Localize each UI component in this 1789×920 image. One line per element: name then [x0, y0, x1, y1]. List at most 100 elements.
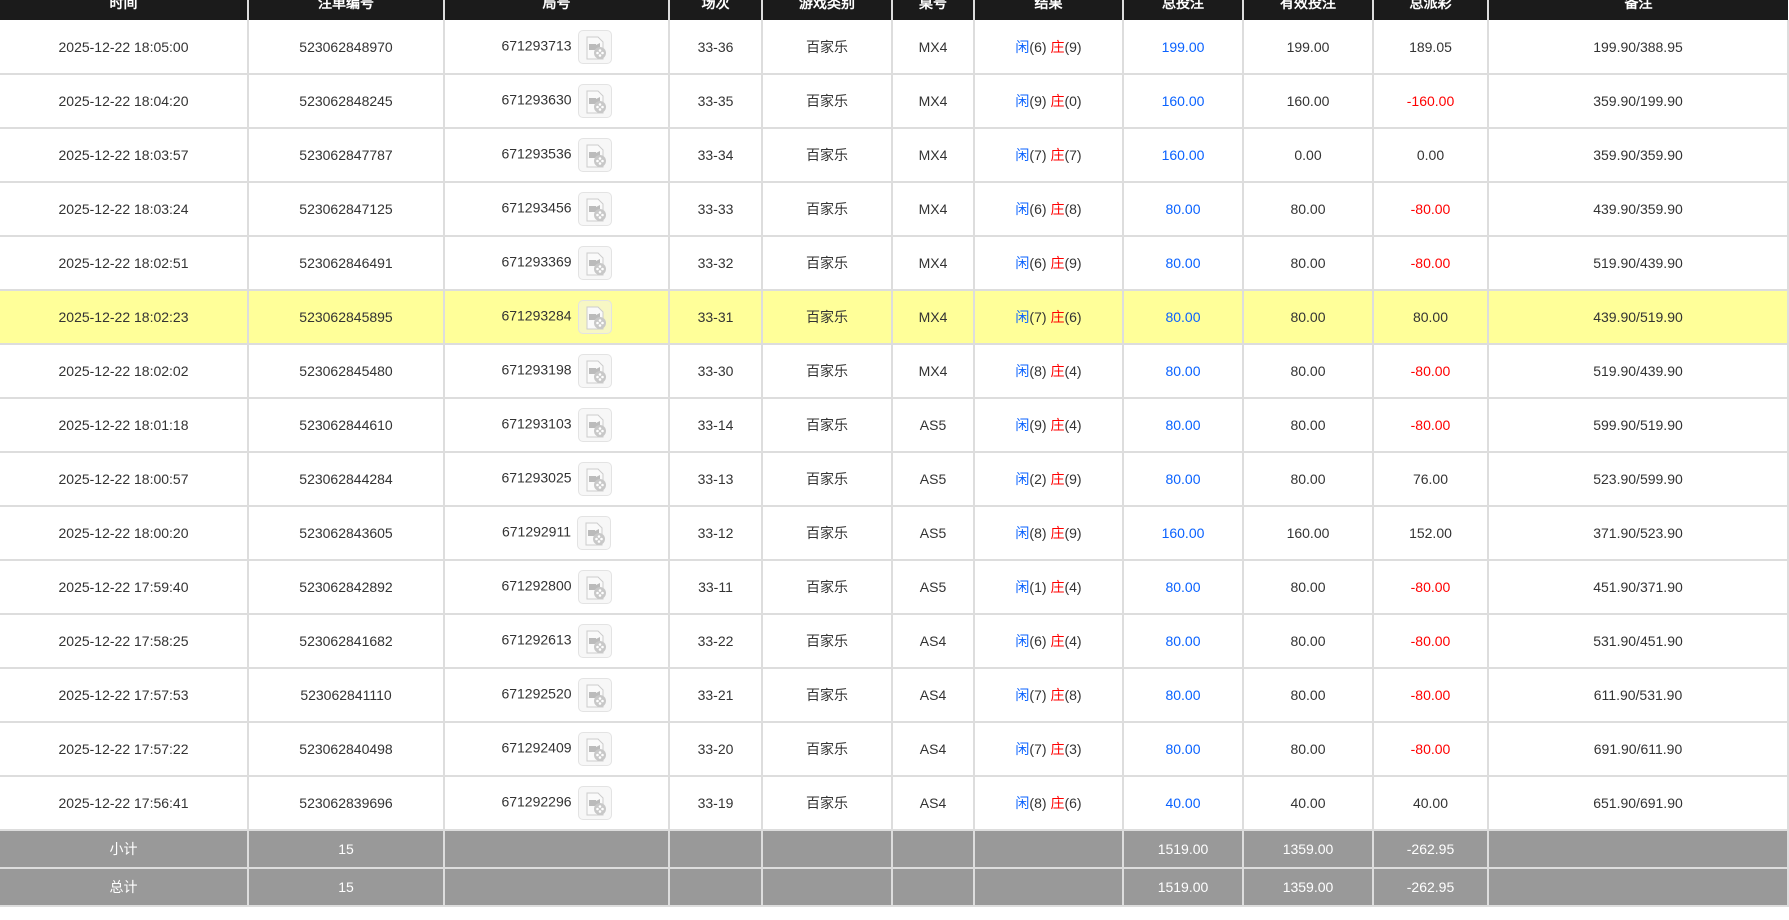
header-bet-id[interactable]: 注单编号	[247, 0, 444, 20]
video-replay-icon[interactable]	[577, 678, 612, 712]
header-payout[interactable]: 总派彩	[1372, 0, 1488, 20]
header-total-bet[interactable]: 总投注	[1122, 0, 1243, 20]
player-score: (8)	[1029, 795, 1047, 811]
banker-score: (9)	[1064, 38, 1082, 55]
shoe-cell: 33-13	[668, 452, 763, 507]
table-row[interactable]: 2025-12-22 17:58:25 523062841682 6712926…	[0, 614, 1789, 669]
shoe-cell: 33-33	[668, 182, 763, 237]
table-no-cell: MX4	[891, 74, 975, 129]
payout-cell: -80.00	[1372, 236, 1489, 291]
player-score: (6)	[1029, 201, 1047, 217]
video-replay-icon[interactable]	[577, 84, 612, 118]
video-replay-icon[interactable]	[577, 786, 612, 820]
round-cell: 671292613	[443, 614, 670, 669]
round-cell: 671293284	[443, 290, 670, 345]
video-replay-icon[interactable]	[577, 138, 612, 172]
table-row[interactable]: 2025-12-22 18:02:02 523062845480 6712931…	[0, 344, 1789, 399]
video-replay-icon[interactable]	[577, 624, 612, 658]
valid-bet-cell: 80.00	[1242, 290, 1374, 345]
table-row[interactable]: 2025-12-22 17:57:22 523062840498 6712924…	[0, 722, 1789, 777]
table-row[interactable]: 2025-12-22 17:56:41 523062839696 6712922…	[0, 776, 1789, 831]
header-result[interactable]: 结果	[973, 0, 1123, 20]
table-row[interactable]: 2025-12-22 17:59:40 523062842892 6712928…	[0, 560, 1789, 615]
player-score: (1)	[1029, 579, 1047, 595]
banker-score: (3)	[1064, 741, 1082, 757]
table-row[interactable]: 2025-12-22 18:02:23 523062845895 6712932…	[0, 290, 1789, 345]
table-row[interactable]: 2025-12-22 18:05:00 523062848970 6712937…	[0, 20, 1789, 75]
result-cell: 闲(7) 庄(7)	[973, 128, 1124, 183]
bet-id-cell: 523062844284	[247, 452, 445, 507]
banker-score: (6)	[1064, 309, 1082, 325]
subtotal-row: 小计 15 1519.00 1359.00 -262.95	[0, 830, 1789, 869]
table-row[interactable]: 2025-12-22 18:01:18 523062844610 6712931…	[0, 398, 1789, 453]
video-replay-icon[interactable]	[577, 462, 612, 496]
note-cell: 691.90/611.90	[1487, 722, 1789, 777]
table-row[interactable]: 2025-12-22 18:00:57 523062844284 6712930…	[0, 452, 1789, 507]
video-replay-icon[interactable]	[577, 246, 612, 280]
game-type-cell: 百家乐	[761, 560, 893, 615]
header-game-type[interactable]: 游戏类别	[761, 0, 892, 20]
game-type-cell: 百家乐	[761, 236, 893, 291]
header-shoe[interactable]: 场次	[668, 0, 762, 20]
round-cell: 671293713	[443, 20, 670, 75]
player-score: (7)	[1029, 687, 1047, 703]
total-bet-cell: 80.00	[1122, 290, 1244, 345]
valid-bet-cell: 80.00	[1242, 344, 1374, 399]
table-row[interactable]: 2025-12-22 18:00:20 523062843605 6712929…	[0, 506, 1789, 561]
table-row[interactable]: 2025-12-22 18:04:20 523062848245 6712936…	[0, 74, 1789, 129]
player-score: (7)	[1029, 741, 1047, 757]
video-replay-icon[interactable]	[577, 29, 612, 64]
result-cell: 闲(7) 庄(8)	[973, 668, 1124, 723]
empty-cell	[973, 868, 1124, 907]
player-label: 闲	[1015, 687, 1030, 703]
video-replay-icon[interactable]	[577, 570, 612, 604]
video-replay-icon[interactable]	[577, 732, 612, 766]
payout-cell: 152.00	[1372, 506, 1489, 561]
empty-cell	[443, 830, 670, 869]
video-replay-icon[interactable]	[577, 408, 612, 442]
time-cell: 2025-12-22 17:58:25	[0, 614, 249, 669]
round-number: 671292520	[501, 685, 572, 702]
payout-cell: 0.00	[1372, 128, 1489, 183]
valid-bet-cell: 80.00	[1242, 182, 1374, 237]
table-no-cell: MX4	[891, 344, 975, 399]
valid-bet-cell: 80.00	[1242, 236, 1374, 291]
round-cell: 671293369	[443, 236, 670, 291]
header-table-no[interactable]: 桌号	[891, 0, 974, 20]
round-cell: 671292520	[443, 668, 670, 723]
total-bet-cell: 80.00	[1122, 614, 1244, 669]
valid-bet-cell: 199.00	[1242, 20, 1374, 75]
payout-cell: 40.00	[1372, 776, 1489, 831]
header-time[interactable]: 时间	[0, 0, 248, 20]
time-cell: 2025-12-22 18:03:57	[0, 128, 249, 183]
header-round[interactable]: 局号	[443, 0, 669, 20]
time-cell: 2025-12-22 17:57:22	[0, 722, 249, 777]
player-label: 闲	[1015, 147, 1030, 163]
table-row[interactable]: 2025-12-22 17:57:53 523062841110 6712925…	[0, 668, 1789, 723]
total-bet-cell: 80.00	[1122, 722, 1244, 777]
round-number: 671293198	[501, 361, 572, 378]
header-note[interactable]: 备注	[1487, 0, 1788, 20]
time-cell: 2025-12-22 18:02:23	[0, 290, 249, 345]
round-number: 671293103	[501, 415, 572, 432]
player-score: (7)	[1029, 147, 1047, 163]
result-cell: 闲(8) 庄(4)	[973, 344, 1124, 399]
header-valid-bet[interactable]: 有效投注	[1242, 0, 1373, 20]
video-replay-icon[interactable]	[577, 354, 612, 388]
table-row[interactable]: 2025-12-22 18:03:57 523062847787 6712935…	[0, 128, 1789, 183]
shoe-cell: 33-36	[668, 20, 763, 75]
table-row[interactable]: 2025-12-22 18:02:51 523062846491 6712933…	[0, 236, 1789, 291]
video-replay-icon[interactable]	[577, 516, 612, 550]
video-replay-icon[interactable]	[577, 300, 612, 334]
table-row[interactable]: 2025-12-22 18:03:24 523062847125 6712934…	[0, 182, 1789, 237]
player-score: (6)	[1029, 633, 1047, 649]
bet-id-cell: 523062840498	[247, 722, 445, 777]
table-no-cell: MX4	[891, 182, 975, 237]
bet-id-cell: 523062848245	[247, 74, 445, 129]
game-type-cell: 百家乐	[761, 722, 893, 777]
banker-label: 庄	[1050, 201, 1065, 217]
video-replay-icon[interactable]	[577, 192, 612, 226]
shoe-cell: 33-34	[668, 128, 763, 183]
round-cell: 671292409	[443, 722, 670, 777]
game-type-cell: 百家乐	[761, 506, 893, 561]
